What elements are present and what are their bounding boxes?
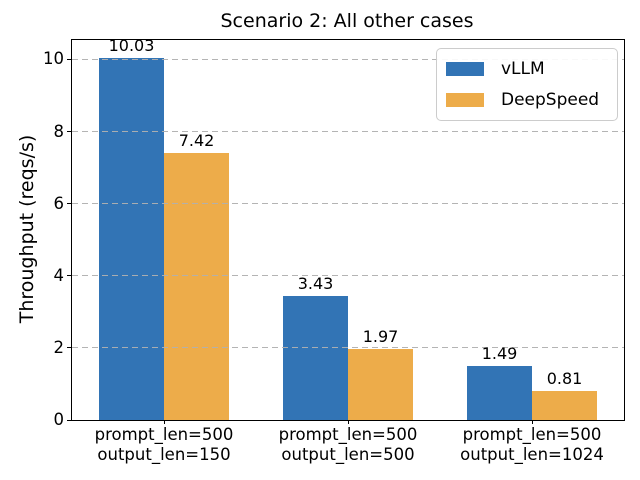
gridline-y4 — [72, 275, 624, 277]
legend-label-deepspeed: DeepSpeed — [501, 90, 600, 110]
legend-item-deepspeed: DeepSpeed — [446, 88, 608, 112]
bar-vllm-2 — [467, 366, 532, 420]
legend: vLLM DeepSpeed — [436, 48, 618, 121]
bar-value-label-deepspeed-2: 0.81 — [546, 368, 583, 388]
x-tick-mark-2 — [531, 420, 533, 424]
x-tick-label-0: prompt_len=500 output_len=150 — [94, 425, 234, 464]
y-tick-label-2: 2 — [53, 337, 65, 357]
y-tick-mark-0 — [67, 419, 71, 421]
y-tick-mark-6 — [67, 203, 71, 205]
plot-area: vLLM DeepSpeed 0 2 4 6 8 10 10.03 3.43 1.49 7.42 1… — [43, 36, 625, 464]
chart-title: Scenario 2: All other cases — [220, 10, 474, 32]
y-tick-label-0: 0 — [53, 410, 65, 429]
y-axis-label: Throughput (reqs/s) — [16, 134, 38, 324]
legend-item-vllm: vLLM — [446, 57, 608, 81]
legend-label-vllm: vLLM — [501, 59, 545, 79]
y-tick-mark-2 — [67, 347, 71, 349]
x-tick-label-2: prompt_len=500 output_len=1024 — [460, 425, 604, 464]
bar-value-label-vllm-2: 1.49 — [481, 344, 518, 364]
legend-swatch-vllm — [446, 62, 484, 76]
gridline-y10 — [72, 58, 624, 60]
x-tick-mark-0 — [163, 420, 165, 424]
bar-vllm-0 — [99, 58, 164, 420]
bar-value-label-vllm-0: 10.03 — [108, 36, 155, 56]
bar-deepspeed-1 — [348, 348, 413, 420]
y-tick-label-6: 6 — [53, 193, 65, 213]
y-tick-label-4: 4 — [53, 265, 65, 285]
y-tick-label-10: 10 — [43, 49, 64, 69]
y-tick-label-8: 8 — [53, 121, 65, 141]
y-tick-mark-10 — [67, 58, 71, 60]
bar-value-label-deepspeed-0: 7.42 — [178, 130, 215, 150]
bar-value-label-deepspeed-1: 1.97 — [362, 326, 399, 346]
bar-deepspeed-0 — [164, 152, 229, 420]
y-tick-mark-8 — [67, 131, 71, 133]
bar-value-label-vllm-1: 3.43 — [297, 274, 334, 294]
x-tick-mark-1 — [347, 420, 349, 424]
gridline-y2 — [72, 347, 624, 349]
bar-vllm-1 — [283, 296, 348, 420]
gridline-y8 — [72, 131, 624, 133]
legend-swatch-deepspeed — [446, 93, 484, 107]
y-tick-mark-4 — [67, 275, 71, 277]
bar-deepspeed-2 — [532, 390, 597, 420]
x-tick-label-1: prompt_len=500 output_len=500 — [278, 425, 418, 464]
gridline-y6 — [72, 203, 624, 205]
